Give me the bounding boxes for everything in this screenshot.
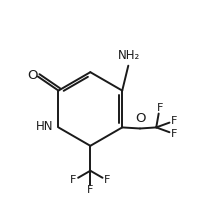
Text: O: O: [135, 112, 146, 125]
Text: F: F: [104, 175, 110, 186]
Text: F: F: [70, 175, 77, 186]
Text: F: F: [156, 103, 163, 113]
Text: NH₂: NH₂: [118, 49, 140, 62]
Text: F: F: [171, 116, 178, 126]
Text: F: F: [171, 129, 178, 139]
Text: F: F: [87, 185, 94, 195]
Text: HN: HN: [36, 121, 54, 133]
Text: O: O: [27, 69, 38, 82]
